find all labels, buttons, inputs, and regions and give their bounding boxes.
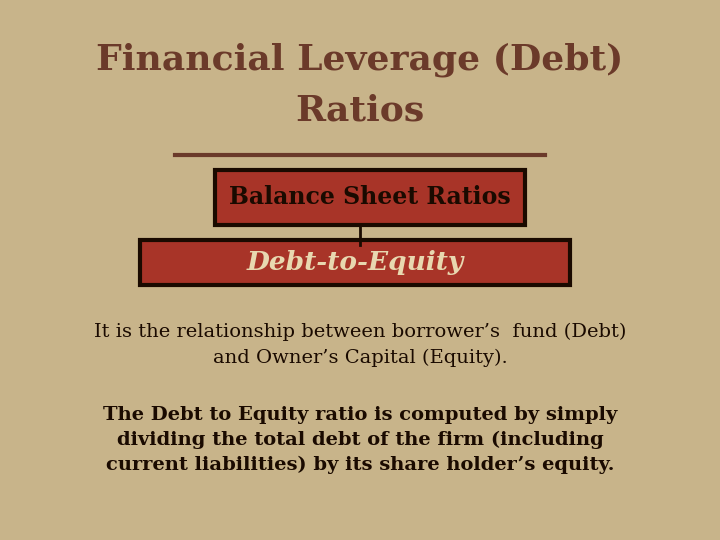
- Text: It is the relationship between borrower’s  fund (Debt)
and Owner’s Capital (Equi: It is the relationship between borrower’…: [94, 323, 626, 367]
- Text: Financial Leverage (Debt)
Ratios: Financial Leverage (Debt) Ratios: [96, 43, 624, 127]
- Text: Debt-to-Equity: Debt-to-Equity: [246, 250, 464, 275]
- FancyBboxPatch shape: [215, 170, 525, 225]
- Text: The Debt to Equity ratio is computed by simply
dividing the total debt of the fi: The Debt to Equity ratio is computed by …: [103, 406, 617, 474]
- Text: Balance Sheet Ratios: Balance Sheet Ratios: [229, 186, 511, 210]
- FancyBboxPatch shape: [140, 240, 570, 285]
